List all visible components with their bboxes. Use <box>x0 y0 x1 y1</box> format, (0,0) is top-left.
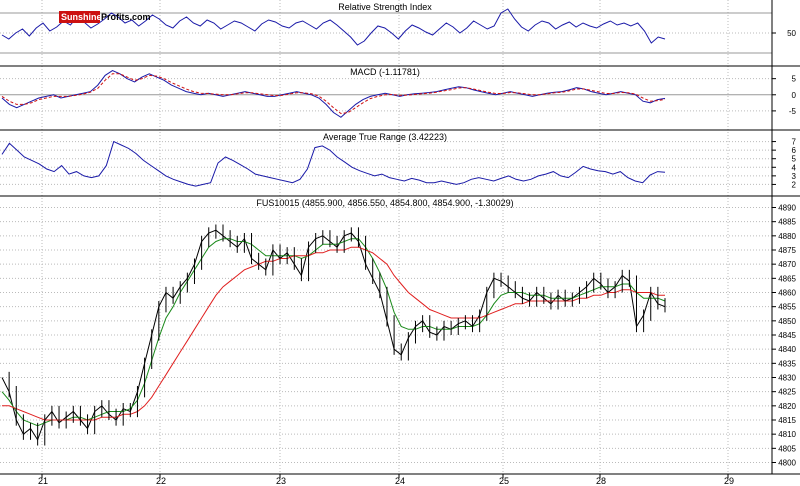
logo-part1: Sunshine <box>61 12 102 22</box>
y-tick-label: 4820 <box>778 402 796 411</box>
y-tick-label: 4840 <box>778 345 796 354</box>
y-tick-label: 3 <box>792 172 797 181</box>
macd-series-1 <box>1 73 666 115</box>
x-tick-label: 25 <box>499 476 509 486</box>
x-tick-label: 24 <box>395 476 405 486</box>
y-tick-label: 50 <box>787 29 796 38</box>
y-tick-label: 5 <box>792 75 797 84</box>
atr-series-0 <box>1 140 666 187</box>
price-title: FUS10015 (4855.900, 4856.550, 4854.800, … <box>256 198 513 208</box>
y-tick-label: 4 <box>792 163 797 172</box>
y-tick-label: 4805 <box>778 444 796 453</box>
y-tick-label: 4830 <box>778 374 796 383</box>
tick-labels-layer: 5050-57654324890488548804875487048654860… <box>38 29 797 486</box>
price-series-2 <box>2 246 665 421</box>
x-tick-label: 21 <box>38 476 48 486</box>
y-tick-label: 4850 <box>778 317 796 326</box>
y-tick-label: 4815 <box>778 416 796 425</box>
atr-title: Average True Range (3.42223) <box>323 132 447 142</box>
y-tick-label: 7 <box>792 138 797 147</box>
y-tick-label: 6 <box>792 146 797 155</box>
y-tick-label: 4870 <box>778 260 796 269</box>
x-tick-label: 22 <box>156 476 166 486</box>
y-tick-label: 4860 <box>778 289 796 298</box>
y-tick-label: 4825 <box>778 388 796 397</box>
y-tick-label: 5 <box>792 155 797 164</box>
rsi-title: Relative Strength Index <box>338 2 432 12</box>
y-tick-label: 2 <box>792 180 797 189</box>
y-tick-label: -5 <box>789 107 797 116</box>
y-tick-label: 4845 <box>778 331 796 340</box>
y-tick-label: 4855 <box>778 303 796 312</box>
panel-frames <box>0 0 800 475</box>
y-tick-label: 4890 <box>778 204 796 213</box>
y-tick-label: 4885 <box>778 218 796 227</box>
y-tick-label: 0 <box>792 91 797 100</box>
macd-series-0 <box>1 70 666 118</box>
macd-title: MACD (-1.11781) <box>350 67 420 77</box>
price-series-1 <box>1 238 666 427</box>
x-tick-label: 28 <box>596 476 606 486</box>
y-tick-label: 4835 <box>778 359 796 368</box>
y-tick-label: 4800 <box>778 459 796 468</box>
y-tick-label: 4875 <box>778 246 796 255</box>
x-tick-label: 23 <box>276 476 286 486</box>
y-tick-label: 4880 <box>778 232 796 241</box>
grid-layer <box>0 0 772 474</box>
rsi-series-0 <box>1 8 666 46</box>
y-tick-label: 4865 <box>778 274 796 283</box>
series-layer <box>1 8 666 446</box>
x-tick-label: 29 <box>724 476 734 486</box>
logo-part2: Profits.com <box>101 12 151 22</box>
y-tick-label: 4810 <box>778 430 796 439</box>
logo: Sunshine Profits.com <box>59 11 151 23</box>
